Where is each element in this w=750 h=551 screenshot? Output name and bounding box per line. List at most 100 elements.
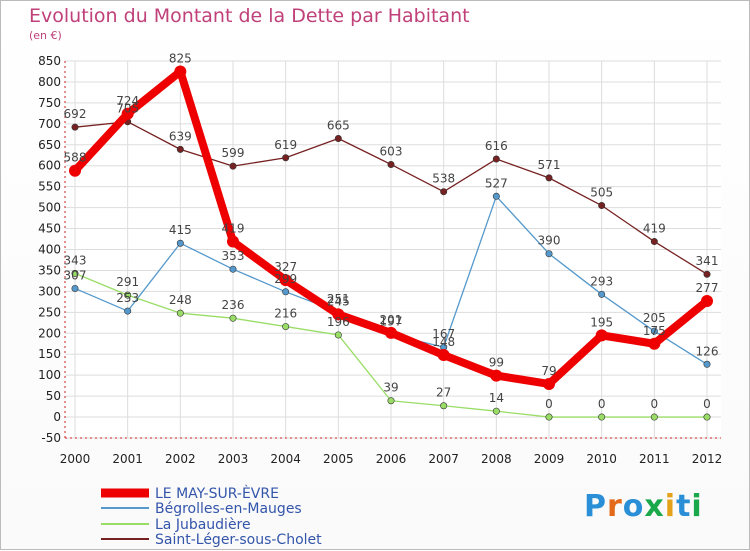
- data-label: 619: [274, 138, 297, 152]
- data-point: [229, 265, 237, 273]
- data-label: 248: [169, 293, 192, 307]
- data-label: 14: [489, 391, 504, 405]
- data-point: [121, 107, 134, 120]
- data-point: [490, 369, 503, 382]
- x-tick-label: 2011: [639, 452, 670, 466]
- proxiti-logo: Proxiti: [584, 489, 703, 524]
- data-point: [176, 309, 184, 317]
- x-tick-label: 2004: [270, 452, 301, 466]
- x-tick-label: 2001: [112, 452, 143, 466]
- legend-label: LE MAY-SUR-ÈVRE: [155, 485, 279, 502]
- data-point: [545, 413, 553, 421]
- data-label: 79: [541, 364, 556, 378]
- data-point: [71, 269, 79, 277]
- data-point: [282, 288, 290, 296]
- data-point: [492, 407, 500, 415]
- y-tick-label: 200: [38, 326, 61, 340]
- legend-label: La Jubaudière: [155, 517, 251, 533]
- x-tick-label: 2009: [534, 452, 565, 466]
- data-label: 148: [432, 335, 455, 349]
- data-label: 201: [380, 313, 403, 327]
- data-label: 639: [169, 129, 192, 143]
- data-point: [543, 377, 555, 390]
- data-label: 419: [643, 222, 666, 236]
- data-label: 126: [696, 344, 719, 358]
- data-label: 167: [432, 327, 455, 341]
- y-tick-label: 600: [38, 159, 61, 173]
- data-point: [124, 291, 132, 299]
- chart-subtitle: (en €): [29, 29, 62, 42]
- data-label: 603: [380, 144, 403, 158]
- logo-letter: r: [607, 489, 623, 524]
- data-label: 299: [274, 272, 297, 286]
- data-point: [545, 174, 553, 182]
- y-tick-label: 300: [38, 284, 61, 298]
- data-point: [334, 331, 342, 339]
- data-label: 0: [545, 397, 553, 411]
- data-point: [650, 238, 658, 246]
- logo-letter: t: [676, 489, 692, 524]
- data-label: 277: [696, 281, 719, 295]
- data-label: 353: [222, 249, 245, 263]
- data-point: [492, 192, 500, 200]
- y-tick-label: 0: [53, 410, 61, 424]
- data-point: [176, 145, 184, 153]
- data-point: [385, 326, 397, 339]
- data-label: 825: [169, 51, 192, 65]
- y-tick-label: 450: [38, 222, 61, 236]
- data-label: 197: [380, 315, 403, 329]
- y-tick-label: 800: [38, 75, 61, 89]
- data-label: 27: [436, 386, 451, 400]
- data-label: 175: [643, 324, 666, 338]
- data-label: 538: [432, 172, 455, 186]
- data-point: [648, 337, 661, 350]
- data-point: [387, 160, 395, 168]
- data-point: [598, 413, 606, 421]
- data-label: 692: [64, 107, 87, 121]
- y-tick-label: 500: [38, 201, 61, 215]
- data-label: 527: [485, 176, 508, 190]
- y-tick-label: 550: [38, 180, 61, 194]
- data-point: [282, 154, 290, 162]
- data-label: 99: [489, 356, 504, 370]
- data-point: [71, 284, 79, 292]
- logo-letter: i: [691, 489, 703, 524]
- data-point: [701, 295, 713, 308]
- data-point: [71, 123, 79, 131]
- data-label: 253: [116, 291, 139, 305]
- data-point: [282, 323, 290, 331]
- data-label: 341: [696, 254, 719, 268]
- data-point: [703, 413, 711, 421]
- x-tick-label: 2005: [323, 452, 354, 466]
- data-point: [598, 290, 606, 298]
- data-label: 415: [169, 223, 192, 237]
- data-point: [387, 397, 395, 405]
- y-tick-label: 150: [38, 347, 61, 361]
- data-label: 665: [327, 118, 350, 132]
- y-tick-label: 750: [38, 96, 61, 110]
- data-label: 196: [327, 315, 350, 329]
- data-label: 195: [590, 315, 613, 329]
- data-point: [437, 349, 450, 362]
- y-tick-label: 650: [38, 138, 61, 152]
- data-label: 599: [222, 146, 245, 160]
- data-label: 251: [327, 292, 350, 306]
- data-point: [595, 329, 608, 342]
- y-tick-label: 400: [38, 243, 61, 257]
- x-tick-label: 2010: [586, 452, 617, 466]
- logo-letter: P: [584, 489, 607, 524]
- y-tick-label: 850: [38, 54, 61, 68]
- data-point: [545, 250, 553, 258]
- data-point: [334, 134, 342, 142]
- data-point: [176, 239, 184, 247]
- y-tick-label: 250: [38, 305, 61, 319]
- data-label: 236: [222, 298, 245, 312]
- y-tick-label: 50: [46, 389, 61, 403]
- y-tick-label: 700: [38, 117, 61, 131]
- data-label: 343: [64, 253, 87, 267]
- data-point: [650, 327, 658, 335]
- data-label: 0: [651, 397, 659, 411]
- data-label: 327: [274, 260, 297, 274]
- data-point: [598, 202, 606, 210]
- data-point: [174, 65, 187, 78]
